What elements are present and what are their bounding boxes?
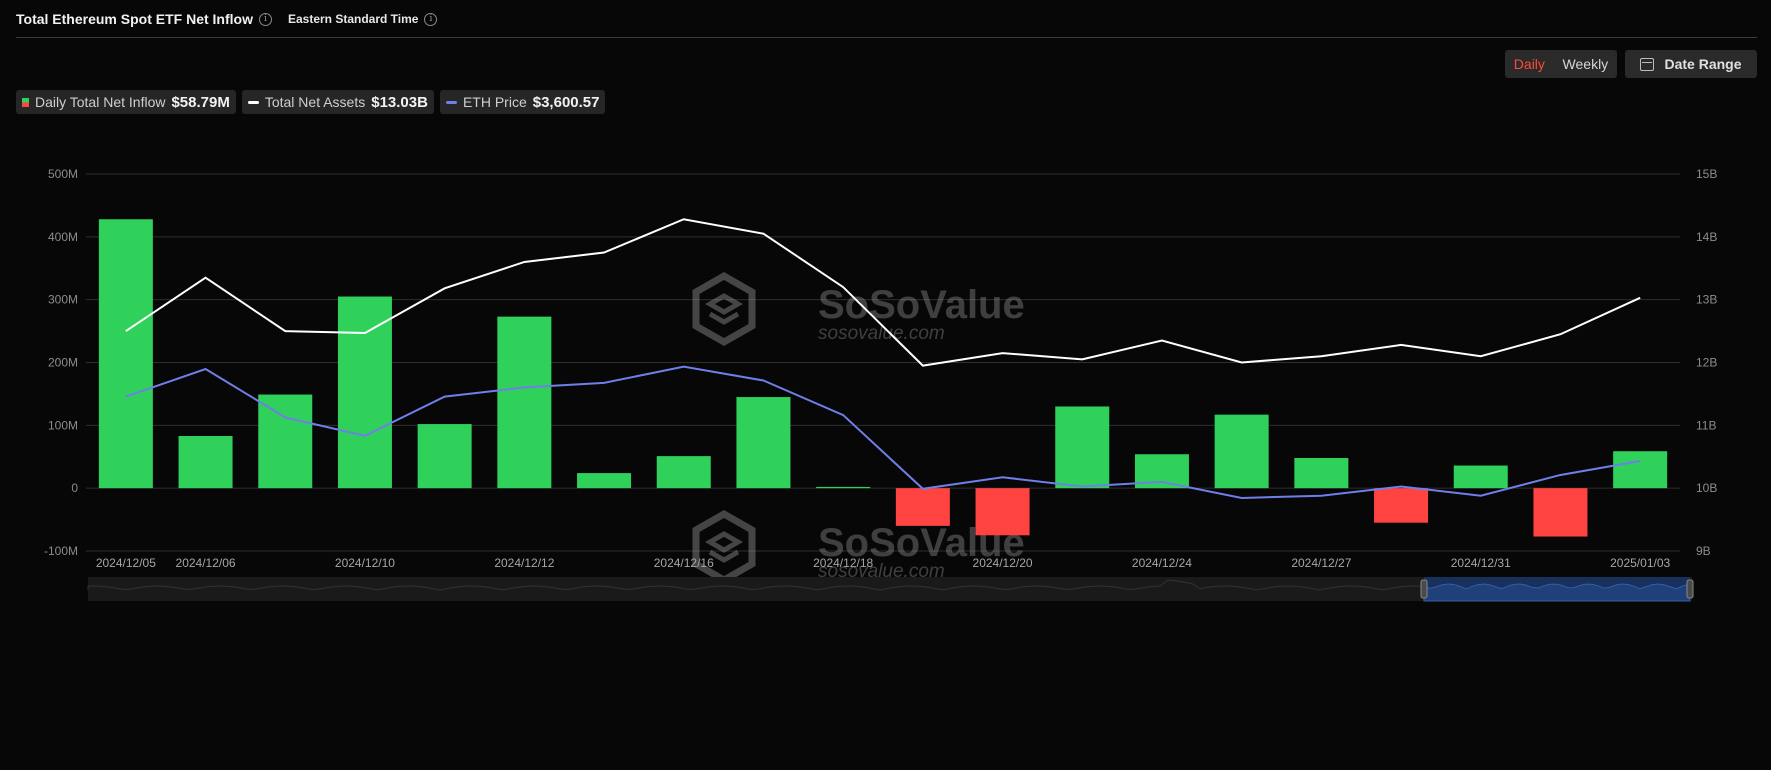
legend-inflow-value: $58.79M <box>171 93 230 111</box>
right-tick-label: 14B <box>1696 230 1717 244</box>
inflow-bar <box>178 436 233 489</box>
x-tick-label: 2024/12/12 <box>494 556 554 570</box>
x-tick-label: 2024/12/06 <box>176 556 236 570</box>
inflow-bar <box>417 424 472 489</box>
line-swatch-icon <box>247 100 259 104</box>
inflow-bar <box>1453 465 1508 489</box>
inflow-bar <box>1055 406 1110 489</box>
logo-icon <box>692 509 756 585</box>
zoom-slider <box>87 577 1694 602</box>
x-tick-label: 2024/12/20 <box>973 556 1033 570</box>
inflow-bar <box>1374 488 1429 523</box>
bar-swatch-icon <box>22 97 29 107</box>
watermark-brand: SoSoValue <box>818 283 1025 327</box>
x-tick-label: 2024/12/27 <box>1291 556 1351 570</box>
right-tick-label: 13B <box>1696 293 1717 307</box>
x-tick-label: 2024/12/10 <box>335 556 395 570</box>
weekly-tab[interactable]: Weekly <box>1562 56 1609 72</box>
line-series <box>125 218 1641 500</box>
line-swatch-icon <box>445 100 457 104</box>
inflow-bar <box>1533 488 1588 537</box>
date-range-label: Date Range <box>1664 56 1742 72</box>
x-tick-label: 2024/12/31 <box>1451 556 1511 570</box>
legend-item-price[interactable]: ETH Price $3,600.57 <box>439 90 606 114</box>
logo-mark <box>704 293 744 325</box>
right-tick-label: 10B <box>1696 481 1717 495</box>
chart-header: Total Ethereum Spot ETF Net Inflow i Eas… <box>16 6 438 32</box>
bar-series <box>98 219 1668 537</box>
zoom-overview <box>87 579 1425 591</box>
daily-tab[interactable]: Daily <box>1513 56 1545 72</box>
inflow-bar <box>736 397 791 489</box>
header-divider <box>16 37 1757 38</box>
inflow-bar <box>1214 414 1269 489</box>
timezone-info-icon[interactable]: i <box>424 12 438 26</box>
legend-assets-label: Total Net Assets <box>264 94 366 110</box>
zoom-handle[interactable] <box>1686 579 1694 599</box>
logo-icon <box>692 271 756 347</box>
chart-title: Total Ethereum Spot ETF Net Inflow <box>16 11 253 27</box>
right-tick-label: 11B <box>1696 418 1716 432</box>
inflow-bar <box>816 486 871 489</box>
legend-item-assets[interactable]: Total Net Assets $13.03B <box>241 90 434 114</box>
legend-price-value: $3,600.57 <box>532 93 600 111</box>
inflow-bar <box>497 316 552 489</box>
inflow-bar <box>577 473 632 489</box>
inflow-bar <box>975 488 1030 536</box>
inflow-bar <box>1294 458 1349 489</box>
eth-price-line <box>125 365 1641 500</box>
left-tick-label: 500M <box>48 167 78 181</box>
right-axis: 9B 10B 11B 12B 13B 14B 15B <box>1696 167 1717 558</box>
total-net-assets-line <box>125 218 1641 367</box>
watermark-url: sosovalue.com <box>818 561 945 582</box>
left-tick-label: -100M <box>44 544 78 558</box>
right-tick-label: 9B <box>1696 544 1711 558</box>
legend-item-inflow[interactable]: Daily Total Net Inflow $58.79M <box>16 90 236 114</box>
left-tick-label: 300M <box>48 293 78 307</box>
inflow-bar <box>258 394 313 489</box>
x-tick-label: 2024/12/24 <box>1132 556 1192 570</box>
x-tick-label: 2025/01/03 <box>1610 556 1670 570</box>
x-tick-label: 2024/12/18 <box>813 556 873 570</box>
left-axis: -100M 0 100M 200M 300M 400M 500M <box>44 167 78 558</box>
x-tick-label: 2024/12/05 <box>96 556 156 570</box>
zoom-window-overview <box>1423 583 1691 602</box>
zoom-handle[interactable] <box>1420 579 1428 599</box>
timezone-label: Eastern Standard Time <box>287 12 419 26</box>
right-tick-label: 15B <box>1696 167 1717 181</box>
legend-price-label: ETH Price <box>462 94 527 110</box>
grid-lines <box>86 173 1680 552</box>
inflow-bar <box>895 488 950 526</box>
inflow-bar <box>656 456 711 489</box>
inflow-bar <box>1613 451 1668 489</box>
left-tick-label: 400M <box>48 230 78 244</box>
x-axis: 2024/12/05 2024/12/06 2024/12/10 2024/12/12… <box>96 556 1671 570</box>
date-range-button[interactable]: Date Range <box>1625 50 1757 78</box>
legend-assets-value: $13.03B <box>371 93 428 111</box>
left-tick-label: 0 <box>71 481 78 495</box>
legend-inflow-label: Daily Total Net Inflow <box>35 94 166 110</box>
watermark-url: sosovalue.com <box>818 323 945 344</box>
right-tick-label: 12B <box>1696 356 1717 370</box>
legend: Daily Total Net Inflow $58.79M Total Net… <box>16 90 606 114</box>
left-tick-label: 200M <box>48 356 78 370</box>
inflow-bar <box>98 219 153 489</box>
period-toggle: Daily Weekly <box>1505 50 1617 78</box>
logo-mark <box>704 531 744 563</box>
inflow-bar <box>337 296 392 489</box>
info-icon[interactable]: i <box>258 12 272 26</box>
calendar-icon <box>1640 57 1655 71</box>
x-tick-label: 2024/12/16 <box>654 556 714 570</box>
left-tick-label: 100M <box>48 418 78 432</box>
